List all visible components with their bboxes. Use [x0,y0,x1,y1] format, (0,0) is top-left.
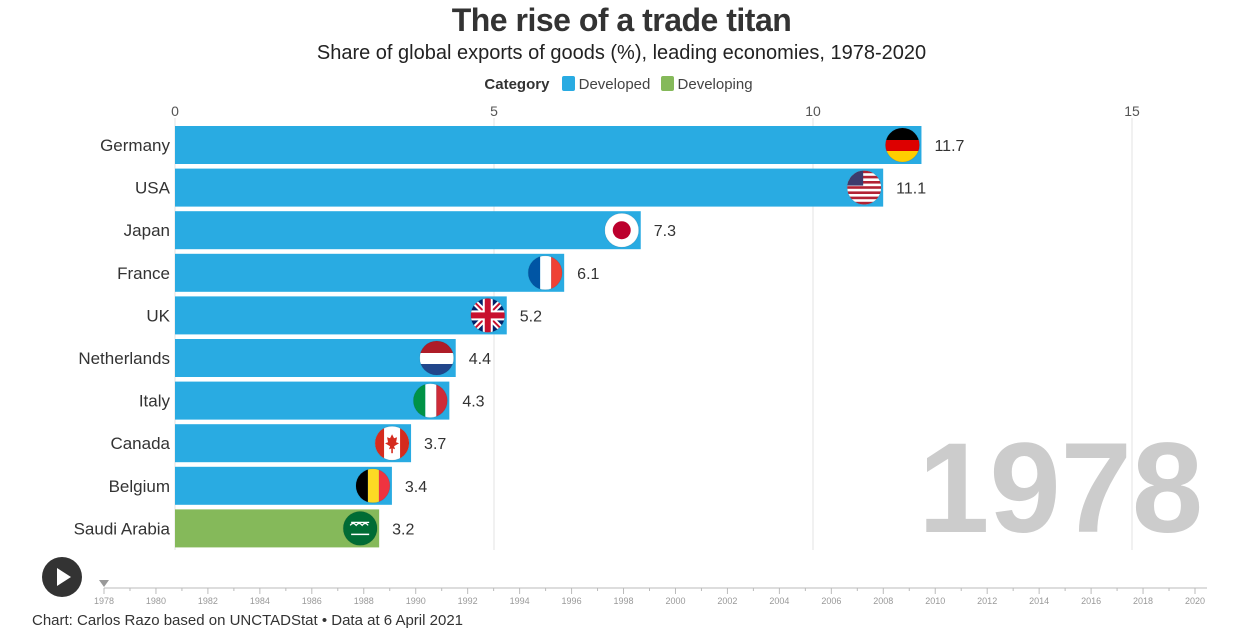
bar[interactable] [175,168,884,207]
category-label: Japan [124,221,170,240]
timeline-tick-label: 1980 [146,596,166,606]
legend-swatch-developing [660,76,674,91]
bars: Germany 11.7 USA 11.1 Japan 7.3 France 6.1 UK 5.2… [74,126,965,548]
x-tick-label: 5 [490,103,498,119]
bar-row: Canada 3.7 [110,424,446,463]
category-label: Germany [100,136,170,155]
value-label: 5.2 [520,308,542,325]
bar[interactable] [175,296,507,335]
timeline-tick-label: 2008 [873,596,893,606]
timeline-tick-label: 2000 [665,596,685,606]
bar[interactable] [175,211,641,250]
category-label: Belgium [109,477,170,496]
category-label: Italy [139,392,171,411]
category-label: Netherlands [78,349,170,368]
bar[interactable] [175,253,565,292]
timeline-tick-label: 1992 [458,596,478,606]
category-label: USA [135,179,171,198]
play-button[interactable] [42,557,82,597]
chart-subtitle: Share of global exports of goods (%), le… [316,42,927,64]
bar-row: Saudi Arabia 3.2 [74,509,415,548]
x-axis: 0 5 10 15 [171,103,1140,119]
value-label: 4.4 [469,351,491,368]
x-tick-label: 0 [171,103,179,119]
timeline-tick-label: 1986 [302,596,322,606]
category-label: Canada [110,434,170,453]
timeline-tick-label: 2016 [1081,596,1101,606]
category-label: UK [146,306,170,325]
value-label: 3.7 [424,436,446,453]
legend: Category Developed Developing [0,76,1243,93]
timeline-tick-label: 1984 [250,596,270,606]
legend-swatch-developed [561,76,575,91]
timeline-tick-label: 2004 [769,596,789,606]
japan-flag-icon [604,212,640,248]
bar[interactable] [175,466,392,505]
timeline-tick-label: 1988 [354,596,374,606]
value-label: 3.4 [405,479,427,496]
current-year-watermark: 1978 [918,417,1203,560]
x-tick-label: 10 [805,103,821,119]
timeline-tick-label: 2020 [1185,596,1205,606]
timeline-tick-label: 2010 [925,596,945,606]
value-label: 7.3 [654,223,676,240]
bar[interactable] [175,339,456,377]
bar-row: Germany 11.7 [100,126,965,164]
value-label: 11.1 [896,181,926,198]
timeline-tick-label: 1998 [614,596,634,606]
bar-row: Japan 7.3 [124,211,676,250]
netherlands-flag-icon [419,340,455,376]
timeline-tick-label: 2014 [1029,596,1049,606]
timeline-slider[interactable]: 1978 1980 1982 1984 1986 1988 1990 1992 1994 1996… [94,580,1207,606]
bar-row: Netherlands 4.4 [78,339,491,377]
bar-row: UK 5.2 [146,296,542,335]
bar-row: Italy 4.3 [139,381,485,420]
legend-item-developing[interactable]: Developing [660,76,753,93]
category-label: Saudi Arabia [74,519,171,538]
chart-title: The rise of a trade titan [451,2,792,38]
x-tick-label: 15 [1124,103,1140,119]
value-label: 3.2 [392,521,414,538]
timeline-tick-label: 1990 [406,596,426,606]
legend-label-developing: Developing [677,76,753,93]
bar-row: France 6.1 [117,253,600,292]
bar[interactable] [175,424,412,463]
timeline-tick-label: 2006 [821,596,841,606]
canada-flag-icon [374,425,410,461]
bar[interactable] [175,126,922,164]
timeline-tick-label: 2002 [717,596,737,606]
timeline-tick-label: 2012 [977,596,997,606]
usa-flag-icon [846,170,882,206]
timeline-tick-label: 1982 [198,596,218,606]
timeline-tick-label: 2018 [1133,596,1153,606]
belgium-flag-icon [355,468,391,504]
france-flag-icon [527,255,563,291]
legend-item-developed[interactable]: Developed [561,76,655,93]
value-label: 4.3 [462,394,484,411]
bar-row: USA 11.1 [135,168,926,207]
source-note: Chart: Carlos Razo based on UNCTADStat •… [32,612,464,629]
timeline-handle[interactable] [99,580,109,587]
uk-flag-icon [470,297,506,333]
bar[interactable] [175,381,450,420]
saudi-arabia-flag-icon [342,510,378,546]
germany-flag-icon [884,127,920,163]
value-label: 6.1 [577,266,599,283]
category-label: France [117,264,170,283]
legend-title: Category [484,76,550,93]
timeline-tick-label: 1996 [562,596,582,606]
value-label: 11.7 [934,138,964,155]
bar-row: Belgium 3.4 [109,466,427,505]
italy-flag-icon [412,383,448,419]
legend-label-developed: Developed [578,76,651,93]
timeline-tick-label: 1994 [510,596,530,606]
timeline-tick-label: 1978 [94,596,114,606]
